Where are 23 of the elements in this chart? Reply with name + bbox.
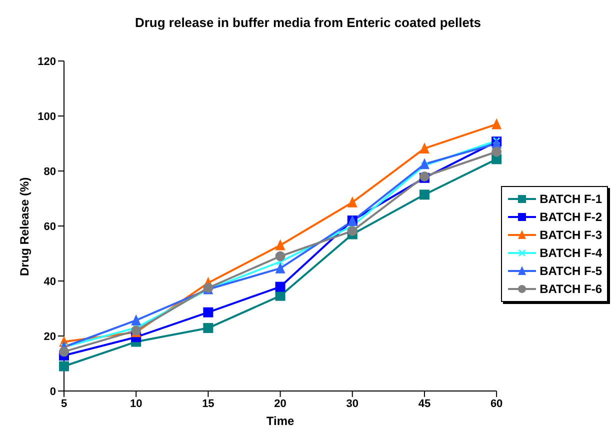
x-tick-label: 15 [202, 398, 214, 410]
legend-label: BATCH F-2 [540, 210, 602, 224]
y-tick-label: 80 [44, 166, 56, 178]
chart-title: Drug release in buffer media from Enteric coated pellets [134, 14, 482, 32]
y-tick-label: 40 [44, 276, 56, 288]
y-tick-label: 0 [50, 386, 56, 398]
y-axis-title: Drug Release (%) [17, 177, 32, 276]
legend-label: BATCH F-4 [540, 246, 602, 260]
y-tick-label: 20 [44, 330, 56, 343]
x-tick-label: 30 [346, 398, 358, 410]
legend-label: BATCH F-5 [540, 264, 602, 278]
x-tick-label: 45 [418, 398, 431, 410]
y-tick-label: 120 [38, 56, 56, 68]
x-tick-label: 5 [60, 398, 68, 410]
y-tick-label: 100 [38, 110, 56, 123]
x-tick-label: 60 [490, 398, 503, 410]
legend-label: BATCH F-3 [540, 228, 602, 242]
x-tick-label: 10 [130, 398, 142, 410]
legend-label: BATCH F-1 [540, 192, 602, 206]
y-tick-label: 60 [44, 220, 56, 233]
legend-label: BATCH F-6 [540, 282, 602, 296]
x-axis-title: Time [266, 414, 294, 428]
x-tick-label: 20 [274, 398, 286, 410]
